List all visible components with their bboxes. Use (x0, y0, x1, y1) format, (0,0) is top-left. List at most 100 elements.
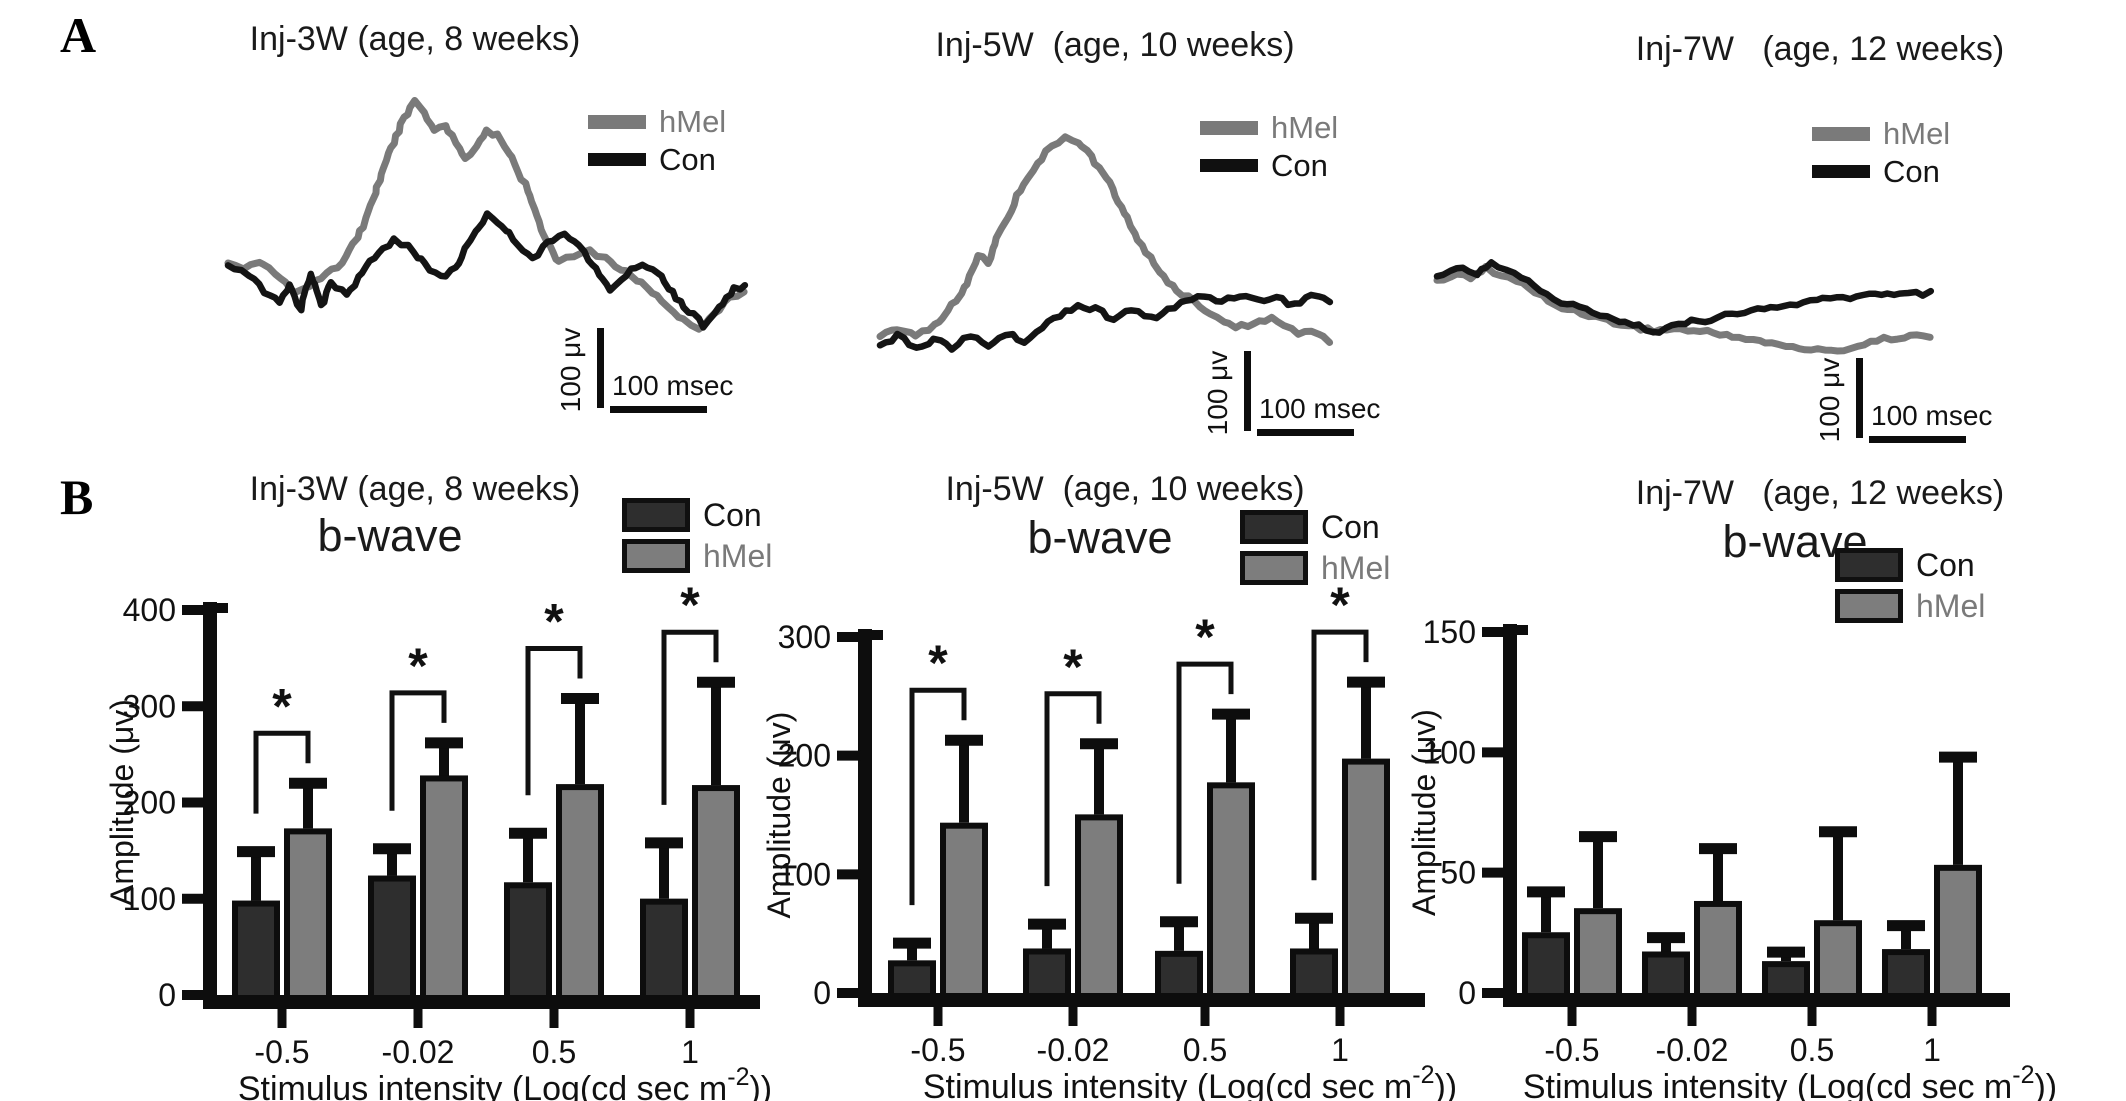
bar-subtitle-inj3w: b-wave (317, 510, 463, 561)
legend-label: Con (1321, 509, 1380, 545)
con-bar (232, 900, 280, 1001)
significance-bracket (909, 687, 967, 906)
legend-label: Con (703, 497, 762, 533)
hmel-trace (224, 97, 748, 333)
significance-asterisk: * (928, 635, 948, 691)
trace-title-inj3w: Inj-3W (age, 8 weeks) (249, 20, 581, 58)
hmel-bar (692, 785, 740, 1001)
y-tick-label: 50 (1440, 855, 1476, 891)
y-tick-label: 150 (1423, 614, 1476, 650)
x-tick-label: 0.5 (1183, 1032, 1227, 1068)
con-swatch-icon (1835, 548, 1903, 582)
legend-label: hMel (1321, 550, 1391, 586)
y-tick-label: 300 (123, 688, 176, 724)
significance-bracket (1311, 629, 1369, 881)
scalebar-horizontal-bar (1869, 436, 1966, 443)
x-tick-label: 1 (681, 1034, 699, 1070)
x-tick-label: -0.02 (382, 1034, 455, 1070)
hmel-bar (1574, 908, 1622, 1000)
bar-subtitle-inj7w: b-wave (1722, 516, 1868, 567)
legend-label: Con (1883, 154, 1940, 189)
con-bar (1642, 951, 1690, 1000)
panel-a-label: A (60, 7, 97, 63)
legend-item-con: Con (1835, 548, 1985, 582)
x-tick-label: -0.02 (1037, 1032, 1110, 1068)
hmel-bar (420, 775, 468, 1001)
y-axis-title: Amplitude (μv) (104, 699, 140, 906)
hmel-trace (876, 133, 1334, 346)
legend-item-hmel: hMel (1835, 589, 1985, 623)
significance-asterisk: * (1195, 609, 1215, 665)
hmel-bar (1694, 900, 1742, 999)
con-bar (1762, 961, 1810, 999)
bar-chart-b-inj7w: 0 50 100 150 Amplitude (μv) -0.5 -0.02 0.5 1Stim… (1406, 614, 2057, 1101)
y-tick-label: 200 (778, 738, 831, 774)
legend-label: hMel (1271, 110, 1339, 145)
legend-label: Con (1271, 148, 1328, 183)
scalebar-vertical-bar (597, 328, 604, 408)
x-tick-label: -0.5 (1544, 1032, 1599, 1068)
con-bar (1522, 932, 1570, 999)
con-bar (1155, 950, 1203, 1000)
con-bar (1290, 948, 1338, 1000)
con-trace (224, 210, 749, 331)
significance-asterisk: * (1063, 639, 1083, 695)
significance-bracket (253, 730, 311, 814)
x-tick-label: -0.02 (1656, 1032, 1729, 1068)
y-tick-label: 0 (158, 977, 176, 1013)
bar-legend-inj7w: Con hMel (1835, 548, 1985, 630)
bar-chart-b-inj5w: 0 100 200 300 Amplitude (μv) -0.5 * -0.02 * 0.5 * 1… (761, 577, 1457, 1101)
x-tick-label: -0.5 (254, 1034, 309, 1070)
y-tick-label: 100 (778, 856, 831, 892)
con-swatch-icon (622, 498, 690, 532)
con-bar (640, 898, 688, 1002)
legend-label: hMel (659, 104, 727, 139)
legend-label: Con (659, 142, 716, 177)
y-axis-title: Amplitude (μv) (761, 712, 797, 919)
x-tick-label: 0.5 (532, 1034, 576, 1070)
significance-asterisk: * (272, 678, 292, 734)
significance-bracket (389, 690, 447, 811)
bar-title-inj7w: Inj-7W (age, 12 weeks) (1635, 474, 2005, 512)
hmel-swatch-icon (588, 114, 646, 129)
hmel-bar (1814, 920, 1862, 999)
scalebar-time-label: 100 msec (1871, 400, 1993, 431)
significance-asterisk: * (544, 594, 564, 650)
significance-bracket (1176, 661, 1234, 884)
scalebar-time-label: 100 msec (612, 370, 734, 401)
y-tick-label: 0 (813, 975, 831, 1011)
waveform-a-inj7w (1433, 259, 1935, 355)
bar-legend-inj5w: Con hMel (1240, 510, 1390, 592)
legend-item-hmel: hMel (1200, 112, 1338, 143)
scalebar-time-label: 100 msec (1259, 393, 1381, 424)
hmel-bar (1342, 758, 1390, 999)
waveform-a-inj5w (876, 133, 1334, 353)
hmel-swatch-icon (1240, 551, 1308, 585)
x-tick-label: 1 (1331, 1032, 1349, 1068)
significance-bracket (1044, 691, 1102, 887)
x-axis-title: Stimulus intensity (Log(cd sec m-2)) (1523, 1061, 2057, 1101)
con-swatch-icon (1200, 159, 1258, 172)
hmel-bar (1934, 864, 1982, 999)
hmel-bar (284, 828, 332, 1001)
legend-item-hmel: hMel (588, 106, 726, 137)
legend-item-con: Con (622, 498, 772, 532)
con-trace (876, 291, 1334, 353)
hmel-bar (1075, 814, 1123, 1000)
legend-item-hmel: hMel (622, 539, 772, 573)
con-bar (368, 875, 416, 1001)
con-swatch-icon (588, 153, 646, 166)
scalebar-horizontal-bar (1257, 429, 1354, 436)
trace-legend-inj5w: hMel Con (1200, 112, 1338, 188)
x-tick-label: 1 (1923, 1032, 1941, 1068)
bar-title-inj5w: Inj-5W (age, 10 weeks) (945, 470, 1305, 508)
hmel-swatch-icon (622, 539, 690, 573)
legend-item-con: Con (1240, 510, 1390, 544)
y-tick-label: 300 (778, 619, 831, 655)
con-swatch-icon (1812, 165, 1870, 178)
hmel-bar (556, 784, 604, 1001)
con-bar (1882, 949, 1930, 1000)
significance-bracket (661, 629, 719, 805)
